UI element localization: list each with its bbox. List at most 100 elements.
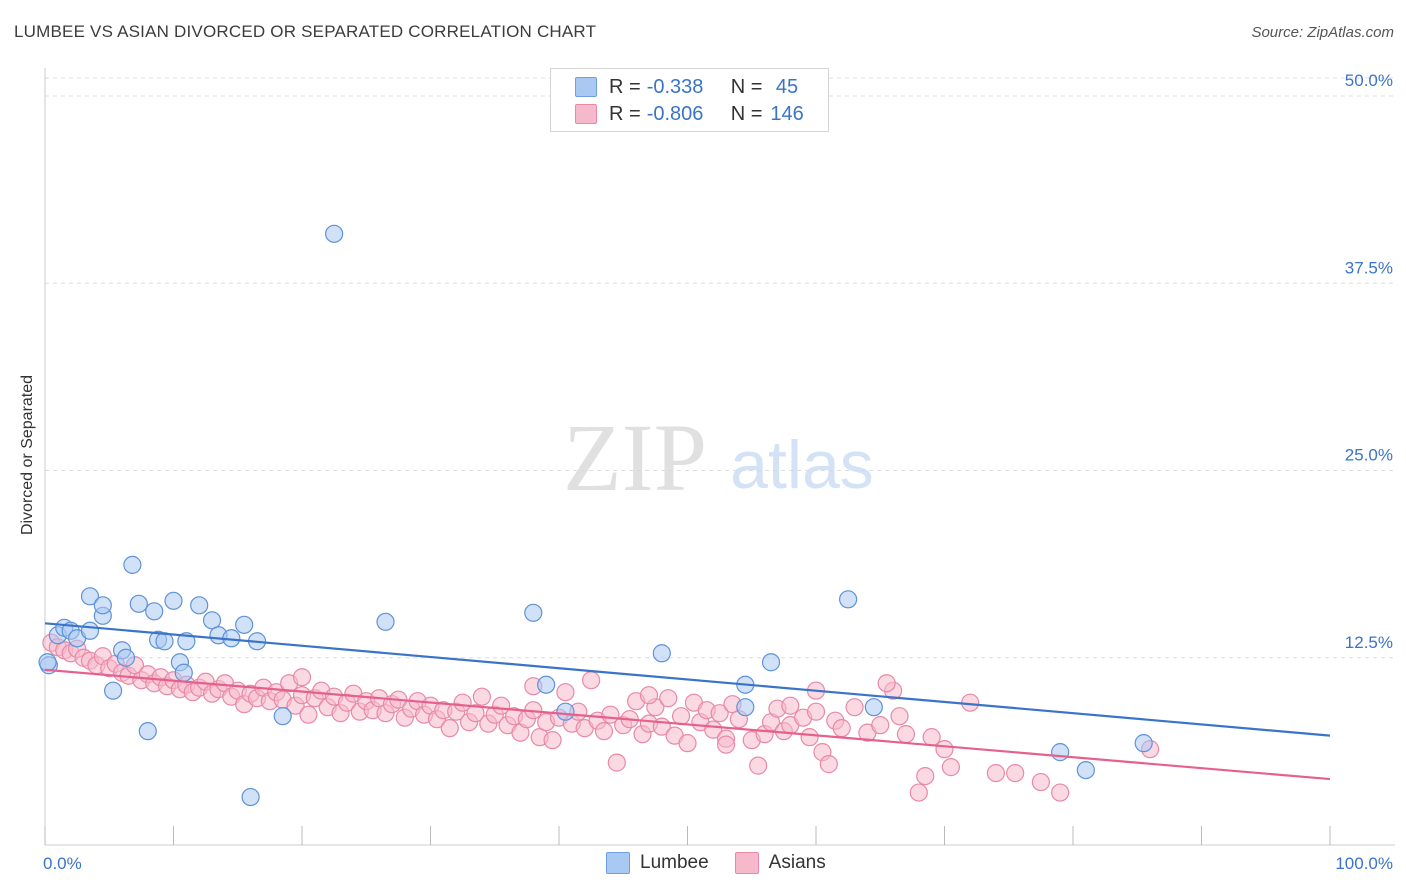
asians-point <box>1051 783 1070 802</box>
asians-point <box>871 716 890 735</box>
series-asians <box>42 633 1160 802</box>
y-tick-label: 50.0% <box>1345 71 1393 90</box>
lumbee-trend-line <box>44 622 1331 737</box>
tick-labels: 12.5% 25.0% 37.5% 50.0% 0.0% 100.0% <box>43 71 1393 873</box>
lumbee-swatch <box>606 852 630 874</box>
asians-point <box>671 707 691 726</box>
asians-point <box>556 683 575 702</box>
asians-point <box>639 686 659 705</box>
lumbee-point <box>273 707 292 726</box>
lumbee-point <box>864 698 883 717</box>
asians-point <box>935 740 954 759</box>
asians-swatch <box>575 104 597 124</box>
asians-swatch <box>734 852 759 874</box>
asians-point <box>594 722 614 741</box>
asians-point <box>292 668 312 687</box>
legend-row-lumbee: R = -0.338 N = 45 <box>575 76 798 98</box>
asians-point <box>710 704 729 723</box>
asians-point <box>896 725 916 744</box>
bottom-legend: Lumbee Asians <box>606 852 852 874</box>
x-tick-label-max: 100.0% <box>1335 854 1393 873</box>
asians-point <box>659 689 678 708</box>
bottom-legend-asians-label: Asians <box>768 852 826 873</box>
asians-point <box>877 674 896 693</box>
asians-point <box>922 728 941 747</box>
asians-point <box>678 734 697 753</box>
bottom-legend-lumbee-label: Lumbee <box>640 852 709 873</box>
legend-r-value: -0.338 <box>646 75 704 98</box>
y-tick-label: 37.5% <box>1345 258 1393 277</box>
asians-point <box>916 766 935 786</box>
lumbee-point <box>761 653 781 672</box>
lumbee-point <box>104 681 123 700</box>
asians-point <box>909 783 928 802</box>
series-lumbee <box>38 224 1153 807</box>
bottom-legend-lumbee: Lumbee <box>606 852 709 874</box>
asians-point <box>1006 763 1025 783</box>
axes <box>44 68 1395 846</box>
lumbee-point <box>1134 734 1153 753</box>
legend-n-value: 45 <box>770 75 799 98</box>
grid-lines <box>45 77 1395 659</box>
lumbee-point <box>145 602 164 621</box>
x-tick-label-min: 0.0% <box>43 854 82 873</box>
asians-point <box>582 671 601 690</box>
asians-point <box>819 755 838 774</box>
lumbee-point <box>80 621 100 640</box>
chart-title: LUMBEE VS ASIAN DIVORCED OR SEPARATED CO… <box>14 22 597 41</box>
lumbee-point <box>174 663 193 682</box>
legend-box: R = -0.338 N = 45 R = -0.806 N = 146 <box>550 68 829 132</box>
lumbee-point <box>537 675 556 694</box>
lumbee-point <box>123 555 142 574</box>
asians-point <box>299 705 318 724</box>
asians-point <box>472 687 491 706</box>
legend-n-value: 146 <box>770 102 804 125</box>
lumbee-point <box>190 596 209 615</box>
asians-point <box>543 731 562 750</box>
lumbee-point <box>202 611 222 630</box>
legend-r-value: -0.806 <box>646 102 704 125</box>
asians-point <box>800 728 819 747</box>
lumbee-point <box>325 224 344 243</box>
bottom-legend-asians: Asians <box>734 852 826 874</box>
y-tick-label: 12.5% <box>1345 633 1393 652</box>
lumbee-point <box>1051 743 1070 762</box>
asians-point <box>832 719 851 738</box>
asians-trend-line <box>44 668 1331 781</box>
asians-point <box>986 763 1006 783</box>
asians-point <box>749 756 768 775</box>
lumbee-point <box>556 702 575 721</box>
lumbee-point <box>129 594 148 613</box>
asians-point <box>941 758 961 777</box>
lumbee-point <box>80 587 100 606</box>
lumbee-point <box>736 698 755 717</box>
legend-n-label: N = <box>730 102 763 125</box>
lumbee-point <box>376 612 395 631</box>
lumbee-point <box>1076 760 1095 780</box>
lumbee-point <box>652 644 671 663</box>
lumbee-point <box>38 653 57 672</box>
asians-point <box>1031 772 1050 792</box>
lumbee-point <box>138 722 157 741</box>
legend-r-label: R = <box>609 75 641 98</box>
source-label: Source: ZipAtlas.com <box>1251 24 1394 41</box>
lumbee-point <box>235 615 254 634</box>
lumbee-point <box>116 648 136 667</box>
lumbee-point <box>164 591 183 610</box>
asians-point <box>453 693 472 712</box>
y-tick-label: 25.0% <box>1345 446 1393 465</box>
asians-point <box>845 698 864 717</box>
trend-lines <box>44 622 1331 781</box>
asians-point <box>781 696 800 715</box>
legend-n-label: N = <box>730 75 763 98</box>
lumbee-point <box>839 590 858 609</box>
asians-point <box>716 735 736 754</box>
asians-point <box>440 719 459 738</box>
watermark-zip: ZIP <box>563 404 707 511</box>
legend-r-label: R = <box>609 102 641 125</box>
asians-point <box>607 753 626 772</box>
asians-point <box>806 702 826 721</box>
lumbee-point <box>524 603 543 622</box>
asians-point <box>466 704 485 723</box>
